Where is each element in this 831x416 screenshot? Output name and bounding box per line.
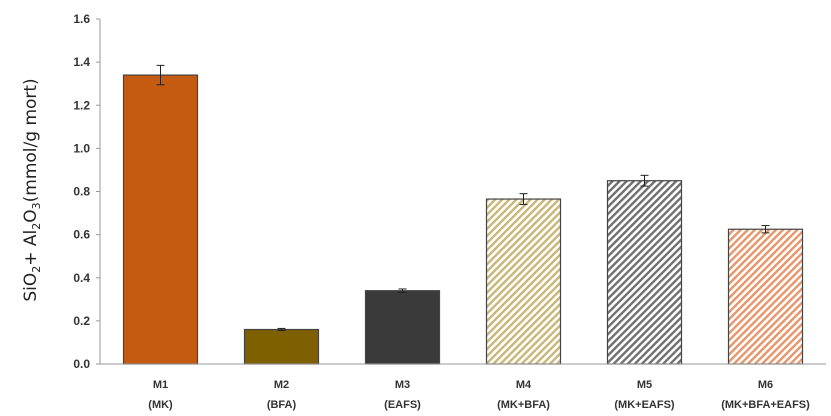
error-bar-m3 [398,288,407,293]
y-tick-label: 0.0 [73,357,90,371]
y-tick-label: 0.2 [73,314,90,328]
y-tick-label: 1.0 [73,141,90,155]
category-sublabel: (MK+BFA+EAFS) [721,399,810,411]
y-tick-label: 0.4 [73,271,90,285]
category-label: M2 [274,379,289,391]
category-label: M6 [758,379,773,391]
y-tick-label: 1.2 [73,98,90,112]
bar-m5 [606,180,683,365]
y-tick-label: 0.8 [73,185,90,199]
category-label: M4 [516,379,532,391]
category-label: M1 [153,379,168,391]
category-label: M5 [637,379,652,391]
error-bar-m5 [640,174,649,187]
bar-m1 [122,74,199,365]
bar-m6 [727,228,804,365]
category-label: M3 [395,379,410,391]
error-bar-m2 [277,327,286,332]
category-sublabel: (MK) [148,399,173,411]
category-sublabel: (EAFS) [384,399,421,411]
category-sublabel: (MK+BFA) [497,399,550,411]
y-tick-label: 1.6 [73,12,90,26]
category-sublabel: (MK+EAFS) [614,399,675,411]
error-bar-m6 [761,225,770,234]
error-bar-m4 [519,193,528,205]
error-bar-m1 [156,64,165,86]
y-axis-title: SiO2+ Al2O3(mmol/g mort) [21,78,43,301]
y-tick-label: 0.6 [73,228,90,242]
category-sublabel: (BFA) [267,399,297,411]
bar-m4 [485,198,562,365]
y-tick-label: 1.4 [73,55,90,69]
bar-m3 [364,290,441,365]
bar-m2 [243,328,320,365]
